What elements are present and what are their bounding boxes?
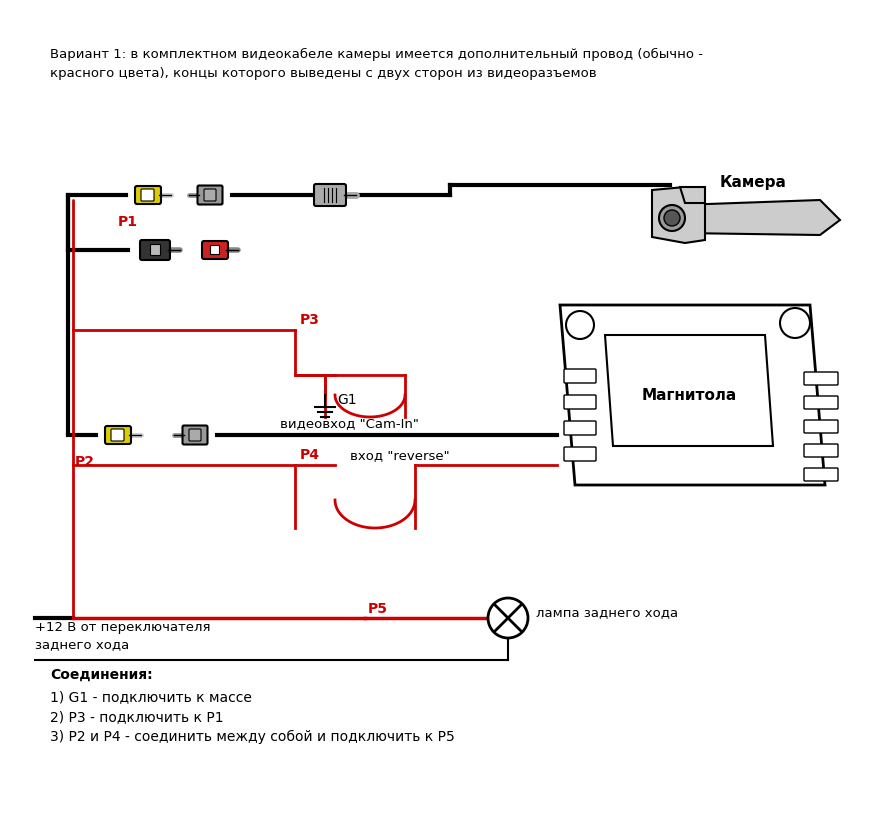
- Text: G1: G1: [337, 393, 356, 407]
- Circle shape: [664, 210, 680, 226]
- Text: 2) P3 - подключить к P1: 2) P3 - подключить к P1: [50, 710, 224, 724]
- Text: Камера: Камера: [720, 175, 787, 190]
- FancyBboxPatch shape: [314, 184, 346, 206]
- Text: P3: P3: [300, 313, 320, 327]
- Text: Вариант 1: в комплектном видеокабеле камеры имеется дополнительный провод (обычн: Вариант 1: в комплектном видеокабеле кам…: [50, 48, 703, 80]
- Text: вход "reverse": вход "reverse": [350, 449, 450, 462]
- Circle shape: [780, 308, 810, 338]
- FancyBboxPatch shape: [140, 240, 170, 260]
- FancyBboxPatch shape: [204, 189, 216, 201]
- Text: P5: P5: [368, 602, 388, 616]
- Text: видеовход "Cam-In": видеовход "Cam-In": [280, 417, 419, 430]
- FancyBboxPatch shape: [182, 425, 208, 444]
- Text: P1: P1: [118, 215, 138, 229]
- FancyBboxPatch shape: [135, 186, 161, 204]
- Text: 3) P2 и P4 - соединить между собой и подключить к P5: 3) P2 и P4 - соединить между собой и под…: [50, 730, 454, 744]
- FancyBboxPatch shape: [150, 245, 161, 255]
- Circle shape: [566, 311, 594, 339]
- FancyBboxPatch shape: [804, 444, 838, 457]
- FancyBboxPatch shape: [804, 468, 838, 481]
- FancyBboxPatch shape: [189, 429, 201, 441]
- FancyBboxPatch shape: [105, 426, 131, 444]
- Polygon shape: [652, 187, 705, 243]
- Text: +12 В от переключателя: +12 В от переключателя: [35, 621, 210, 634]
- Text: заднего хода: заднего хода: [35, 638, 129, 651]
- Circle shape: [659, 205, 685, 231]
- Text: лампа заднего хода: лампа заднего хода: [536, 606, 678, 619]
- FancyBboxPatch shape: [564, 421, 596, 435]
- FancyBboxPatch shape: [804, 396, 838, 409]
- FancyBboxPatch shape: [564, 369, 596, 383]
- Text: Магнитола: Магнитола: [642, 388, 736, 402]
- Text: Соединения:: Соединения:: [50, 668, 153, 682]
- Polygon shape: [560, 305, 825, 485]
- Text: P2: P2: [75, 455, 95, 469]
- Polygon shape: [680, 187, 705, 203]
- Text: 1) G1 - подключить к массе: 1) G1 - подключить к массе: [50, 690, 252, 704]
- FancyBboxPatch shape: [804, 372, 838, 385]
- Polygon shape: [680, 200, 840, 235]
- Circle shape: [488, 598, 528, 638]
- FancyBboxPatch shape: [197, 186, 223, 204]
- Polygon shape: [605, 335, 773, 446]
- FancyBboxPatch shape: [564, 447, 596, 461]
- FancyBboxPatch shape: [141, 189, 154, 201]
- FancyBboxPatch shape: [804, 420, 838, 433]
- Text: P4: P4: [300, 448, 320, 462]
- FancyBboxPatch shape: [111, 429, 124, 441]
- FancyBboxPatch shape: [564, 395, 596, 409]
- FancyBboxPatch shape: [210, 245, 219, 255]
- FancyBboxPatch shape: [202, 241, 228, 259]
